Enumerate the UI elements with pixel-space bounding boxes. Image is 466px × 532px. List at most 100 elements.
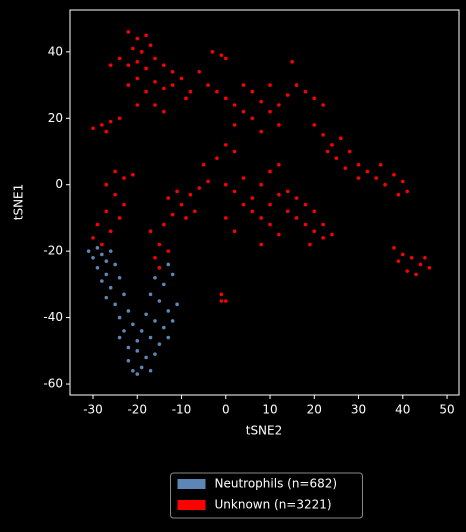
point	[131, 322, 135, 327]
point	[91, 126, 95, 131]
point	[392, 172, 396, 177]
point	[153, 103, 157, 107]
point	[241, 176, 246, 180]
point	[179, 202, 184, 207]
plot-frame	[69, 9, 460, 396]
point	[250, 196, 255, 200]
legend-swatch	[177, 500, 206, 510]
point	[347, 149, 352, 154]
point	[108, 285, 113, 290]
point	[268, 109, 272, 114]
point	[170, 69, 175, 74]
point	[312, 96, 317, 101]
point	[117, 315, 122, 320]
point	[409, 256, 414, 260]
point	[330, 232, 334, 237]
point	[153, 79, 157, 84]
point	[268, 202, 272, 207]
point	[294, 83, 299, 87]
point	[148, 368, 153, 373]
point	[427, 265, 432, 270]
point	[392, 246, 396, 250]
point	[334, 156, 339, 160]
point	[383, 182, 387, 187]
y-axis-label: tSNE1	[12, 184, 26, 221]
point	[312, 209, 317, 214]
point	[197, 186, 202, 190]
point	[170, 272, 175, 277]
point	[144, 312, 148, 317]
point	[166, 309, 171, 313]
point	[148, 43, 153, 48]
point	[122, 202, 126, 207]
point	[95, 246, 100, 250]
point	[139, 329, 144, 333]
point	[365, 169, 370, 174]
point	[321, 236, 325, 240]
point	[294, 216, 299, 220]
point	[157, 242, 162, 247]
point	[162, 222, 166, 227]
point	[294, 196, 299, 200]
point	[259, 99, 263, 104]
point	[215, 156, 219, 160]
point	[166, 196, 171, 200]
point	[135, 60, 140, 64]
x-tick-label: 20	[307, 403, 322, 417]
y-tick-label: 20	[48, 111, 63, 125]
x-tick-label: -10	[172, 403, 192, 417]
point	[277, 123, 281, 127]
point	[153, 319, 157, 323]
point	[175, 302, 179, 307]
point	[122, 176, 126, 180]
point	[396, 259, 401, 263]
point	[135, 339, 140, 343]
point	[223, 143, 228, 147]
point	[104, 259, 109, 263]
point	[91, 236, 95, 240]
point	[131, 172, 135, 177]
point	[148, 292, 153, 297]
point	[201, 162, 206, 167]
point	[108, 63, 113, 67]
point	[259, 242, 263, 247]
point	[135, 372, 140, 376]
point	[162, 325, 166, 330]
point	[126, 30, 131, 34]
point	[113, 302, 117, 307]
point	[259, 216, 263, 220]
point	[122, 329, 126, 333]
point	[166, 249, 171, 253]
point	[223, 182, 228, 187]
point	[232, 123, 237, 127]
point	[206, 83, 210, 87]
point	[321, 103, 325, 107]
point	[100, 252, 104, 257]
point	[223, 216, 228, 220]
point	[259, 182, 263, 187]
point	[126, 83, 131, 87]
point	[405, 189, 410, 194]
point	[100, 279, 104, 283]
y-tick-label: -60	[43, 377, 63, 391]
point	[210, 50, 215, 54]
point	[312, 123, 317, 127]
point	[223, 96, 228, 101]
point	[131, 46, 135, 51]
point	[250, 209, 255, 214]
point	[241, 83, 246, 87]
point	[104, 129, 109, 134]
point	[86, 249, 91, 253]
point	[108, 119, 113, 124]
point	[157, 299, 162, 303]
point	[330, 143, 334, 147]
point	[162, 282, 166, 287]
point	[356, 176, 361, 180]
x-tick-label: 0	[222, 403, 230, 417]
point	[192, 209, 197, 214]
point	[117, 116, 122, 121]
point	[303, 89, 308, 94]
point	[277, 162, 281, 167]
point	[170, 319, 175, 323]
point	[148, 229, 153, 234]
